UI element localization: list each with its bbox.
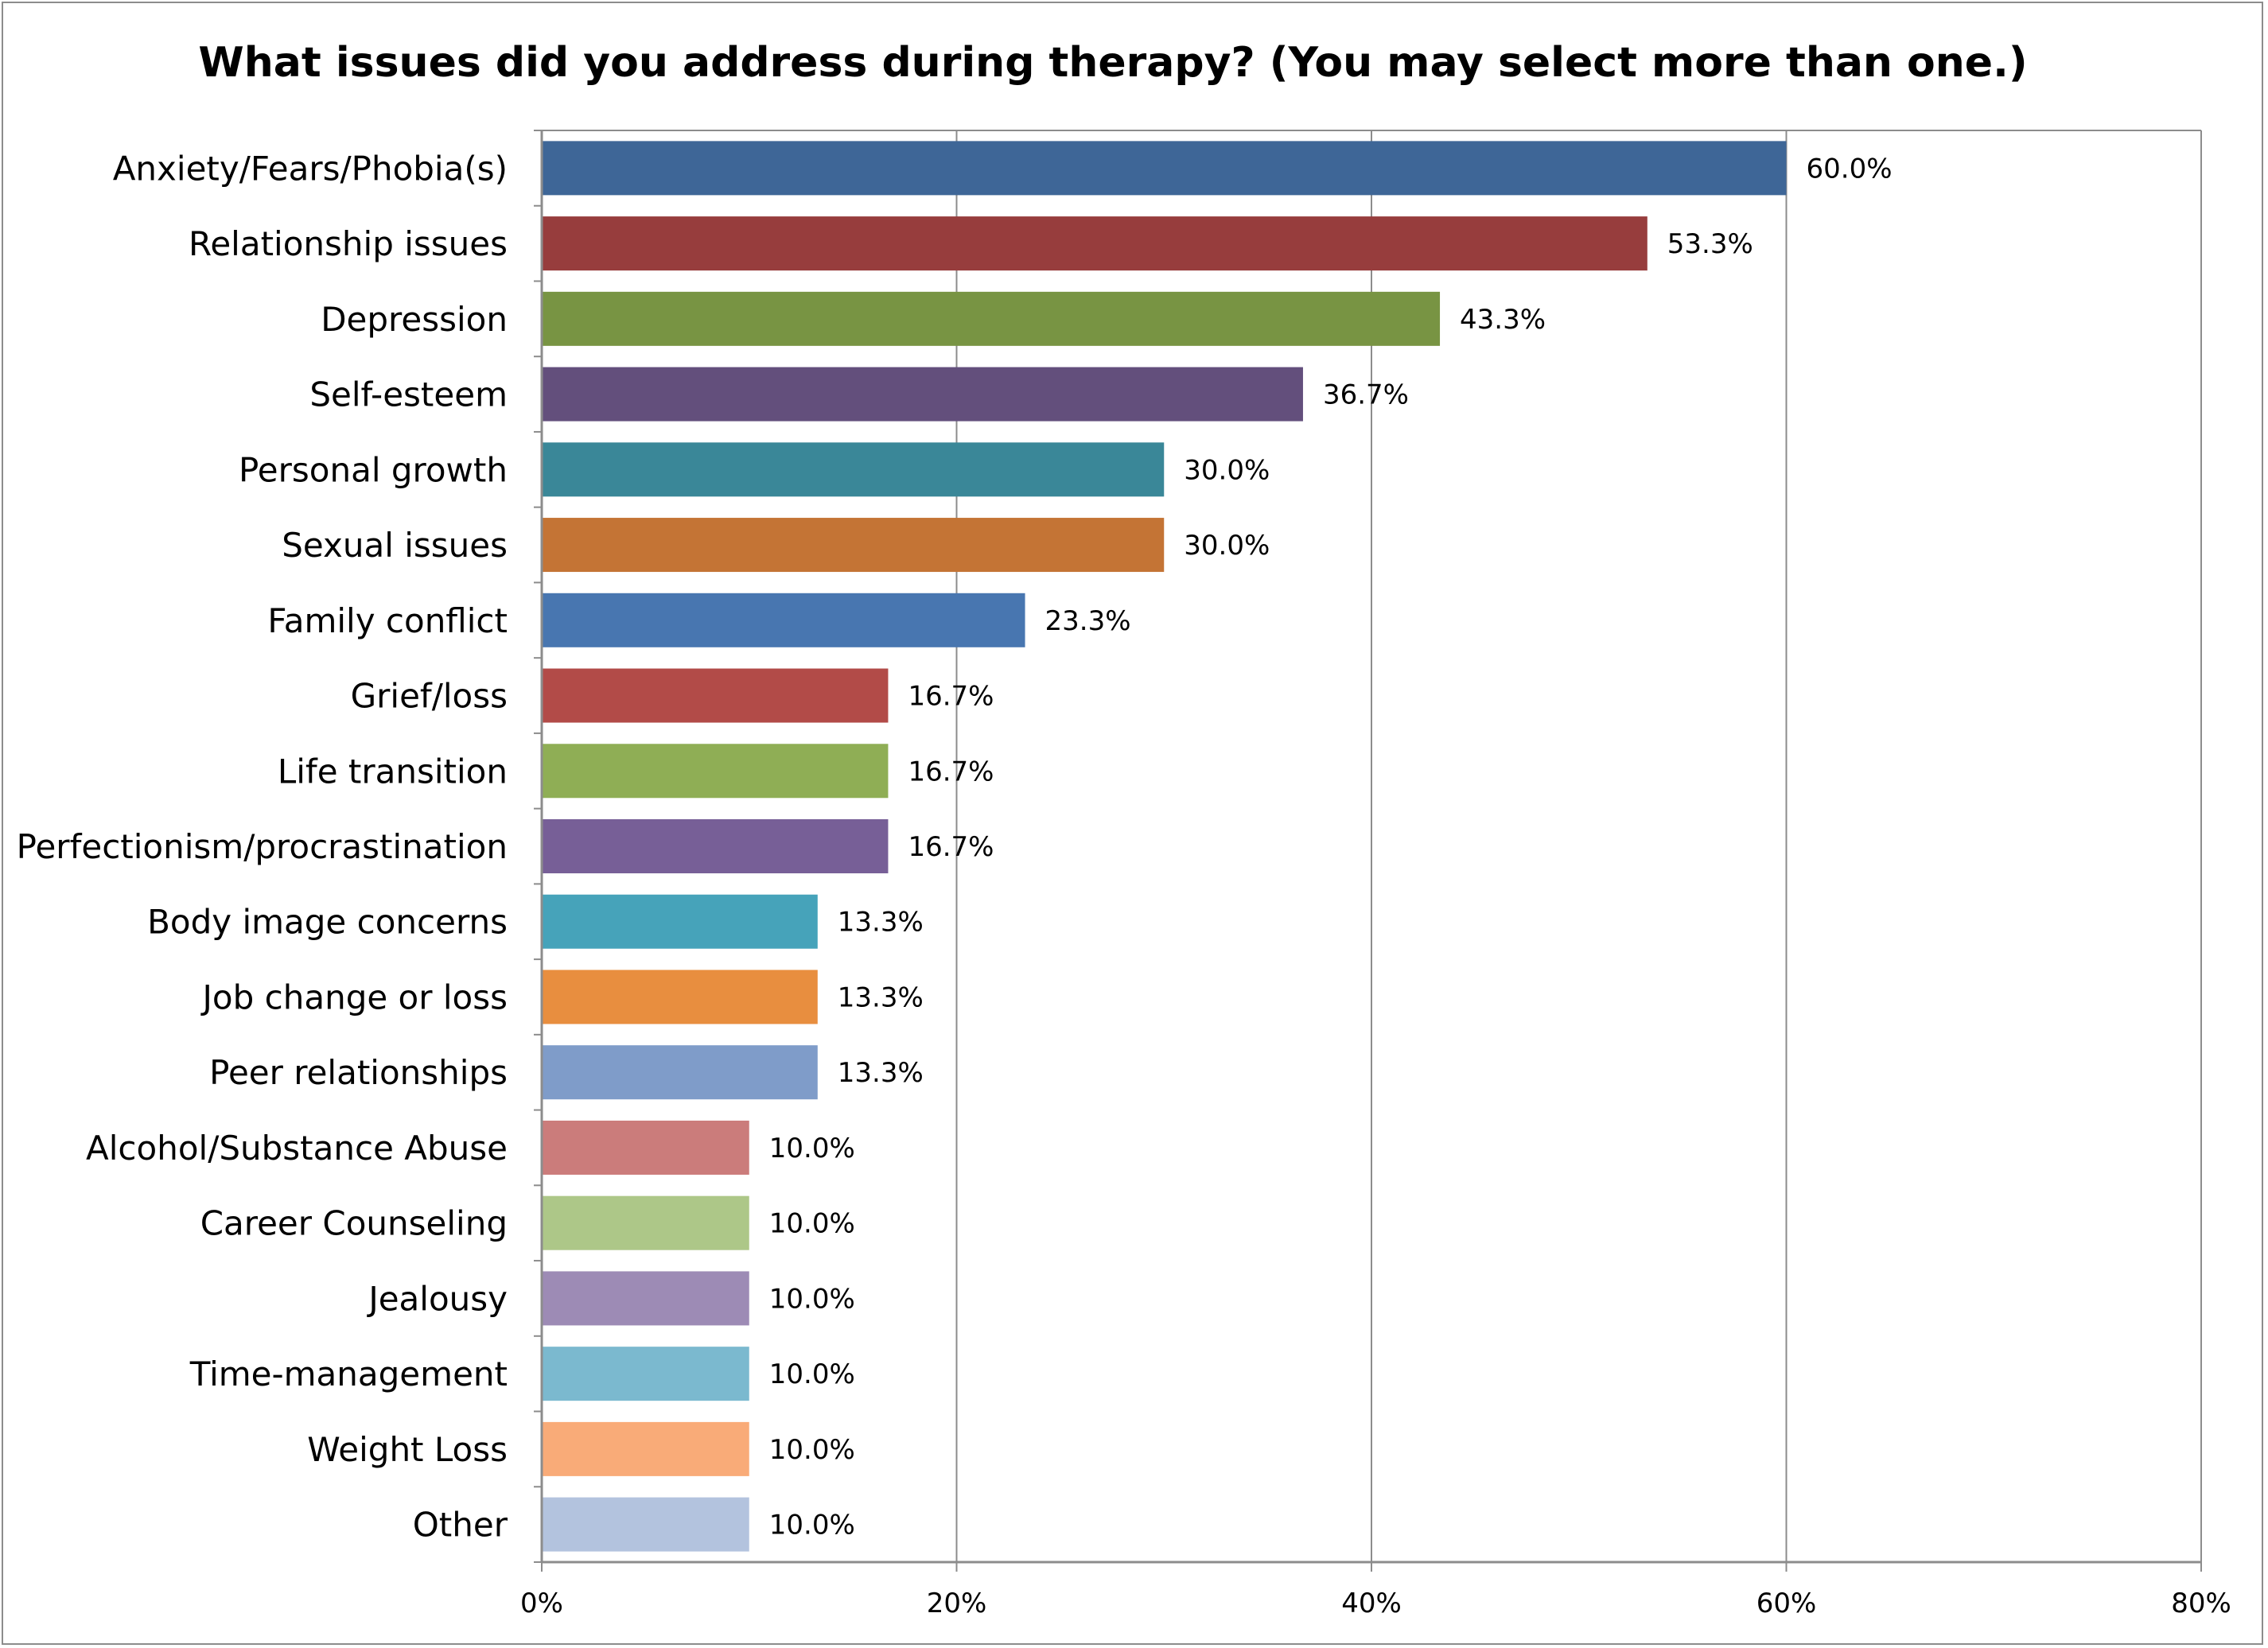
value-label: 36.7% — [1323, 379, 1409, 411]
category-label: Self-esteem — [309, 375, 508, 414]
category-label: Body image concerns — [147, 903, 508, 942]
value-label: 53.3% — [1667, 228, 1753, 260]
value-label: 10.0% — [769, 1434, 855, 1466]
value-label: 13.3% — [838, 981, 924, 1013]
value-label: 16.7% — [908, 681, 994, 713]
bar — [542, 819, 889, 873]
value-label: 30.0% — [1184, 454, 1270, 486]
bar — [542, 894, 818, 949]
value-label: 10.0% — [769, 1358, 855, 1390]
value-label: 10.0% — [769, 1133, 855, 1164]
category-label: Other — [413, 1506, 508, 1545]
bar — [542, 367, 1303, 422]
bar — [542, 216, 1648, 271]
bar — [542, 593, 1025, 647]
bar-chart: What issues did you address during thera… — [17, 39, 2231, 1619]
category-label: Weight Loss — [307, 1430, 508, 1469]
x-tick-labels: 0% 20% 40% 60% 80% — [520, 1588, 2231, 1619]
category-label: Alcohol/Substance Abuse — [86, 1129, 508, 1168]
x-tick-label: 40% — [1341, 1588, 1402, 1619]
category-label: Life transition — [278, 752, 508, 791]
value-label: 10.0% — [769, 1283, 855, 1315]
value-label: 60.0% — [1807, 153, 1893, 185]
category-label: Grief/loss — [351, 677, 508, 716]
bar — [542, 1120, 749, 1175]
category-label: Sexual issues — [282, 526, 508, 565]
gridlines — [542, 130, 2202, 1562]
x-tick-label: 20% — [927, 1588, 987, 1619]
bar — [542, 1421, 749, 1476]
category-label: Depression — [321, 300, 508, 339]
bar — [542, 1045, 818, 1100]
x-tick-label: 0% — [520, 1588, 563, 1619]
x-tick-label: 80% — [2171, 1588, 2231, 1619]
value-label: 10.0% — [769, 1510, 855, 1541]
value-label: 43.3% — [1460, 304, 1546, 336]
category-label: Relationship issues — [189, 224, 508, 263]
category-label: Career Counseling — [200, 1204, 508, 1243]
value-label: 10.0% — [769, 1208, 855, 1240]
value-label: 23.3% — [1045, 605, 1131, 637]
category-label: Time-management — [189, 1355, 508, 1393]
category-label: Peer relationships — [209, 1053, 508, 1092]
axes — [534, 130, 2202, 1572]
bar — [542, 1497, 749, 1552]
chart-title: What issues did you address during thera… — [198, 39, 2027, 87]
bar — [542, 141, 1787, 196]
category-label: Perfectionism/procrastination — [17, 827, 508, 866]
value-label: 13.3% — [838, 907, 924, 939]
category-label: Job change or loss — [200, 978, 508, 1016]
bar — [542, 668, 889, 723]
x-tick-label: 60% — [1756, 1588, 1817, 1619]
bar — [542, 744, 889, 799]
bar — [542, 442, 1165, 497]
value-label: 13.3% — [838, 1057, 924, 1089]
category-label: Personal growth — [239, 450, 508, 489]
bar — [542, 1195, 749, 1250]
bar — [542, 1347, 749, 1401]
value-labels: 60.0% 53.3% 43.3% 36.7% 30.0% 30.0% 23.3% 16.7%… — [769, 153, 1893, 1541]
category-label: Family conflict — [267, 601, 508, 640]
bars — [542, 141, 1787, 1552]
category-label: Anxiety/Fears/Phobia(s) — [113, 149, 508, 188]
bar — [542, 291, 1441, 346]
category-labels: Anxiety/Fears/Phobia(s) Relationship issu… — [17, 149, 508, 1544]
value-label: 16.7% — [908, 831, 994, 863]
bar — [542, 970, 818, 1024]
bar — [542, 1271, 749, 1326]
value-label: 16.7% — [908, 756, 994, 787]
category-label: Jealousy — [366, 1279, 508, 1318]
value-label: 30.0% — [1184, 530, 1270, 562]
bar — [542, 518, 1165, 573]
